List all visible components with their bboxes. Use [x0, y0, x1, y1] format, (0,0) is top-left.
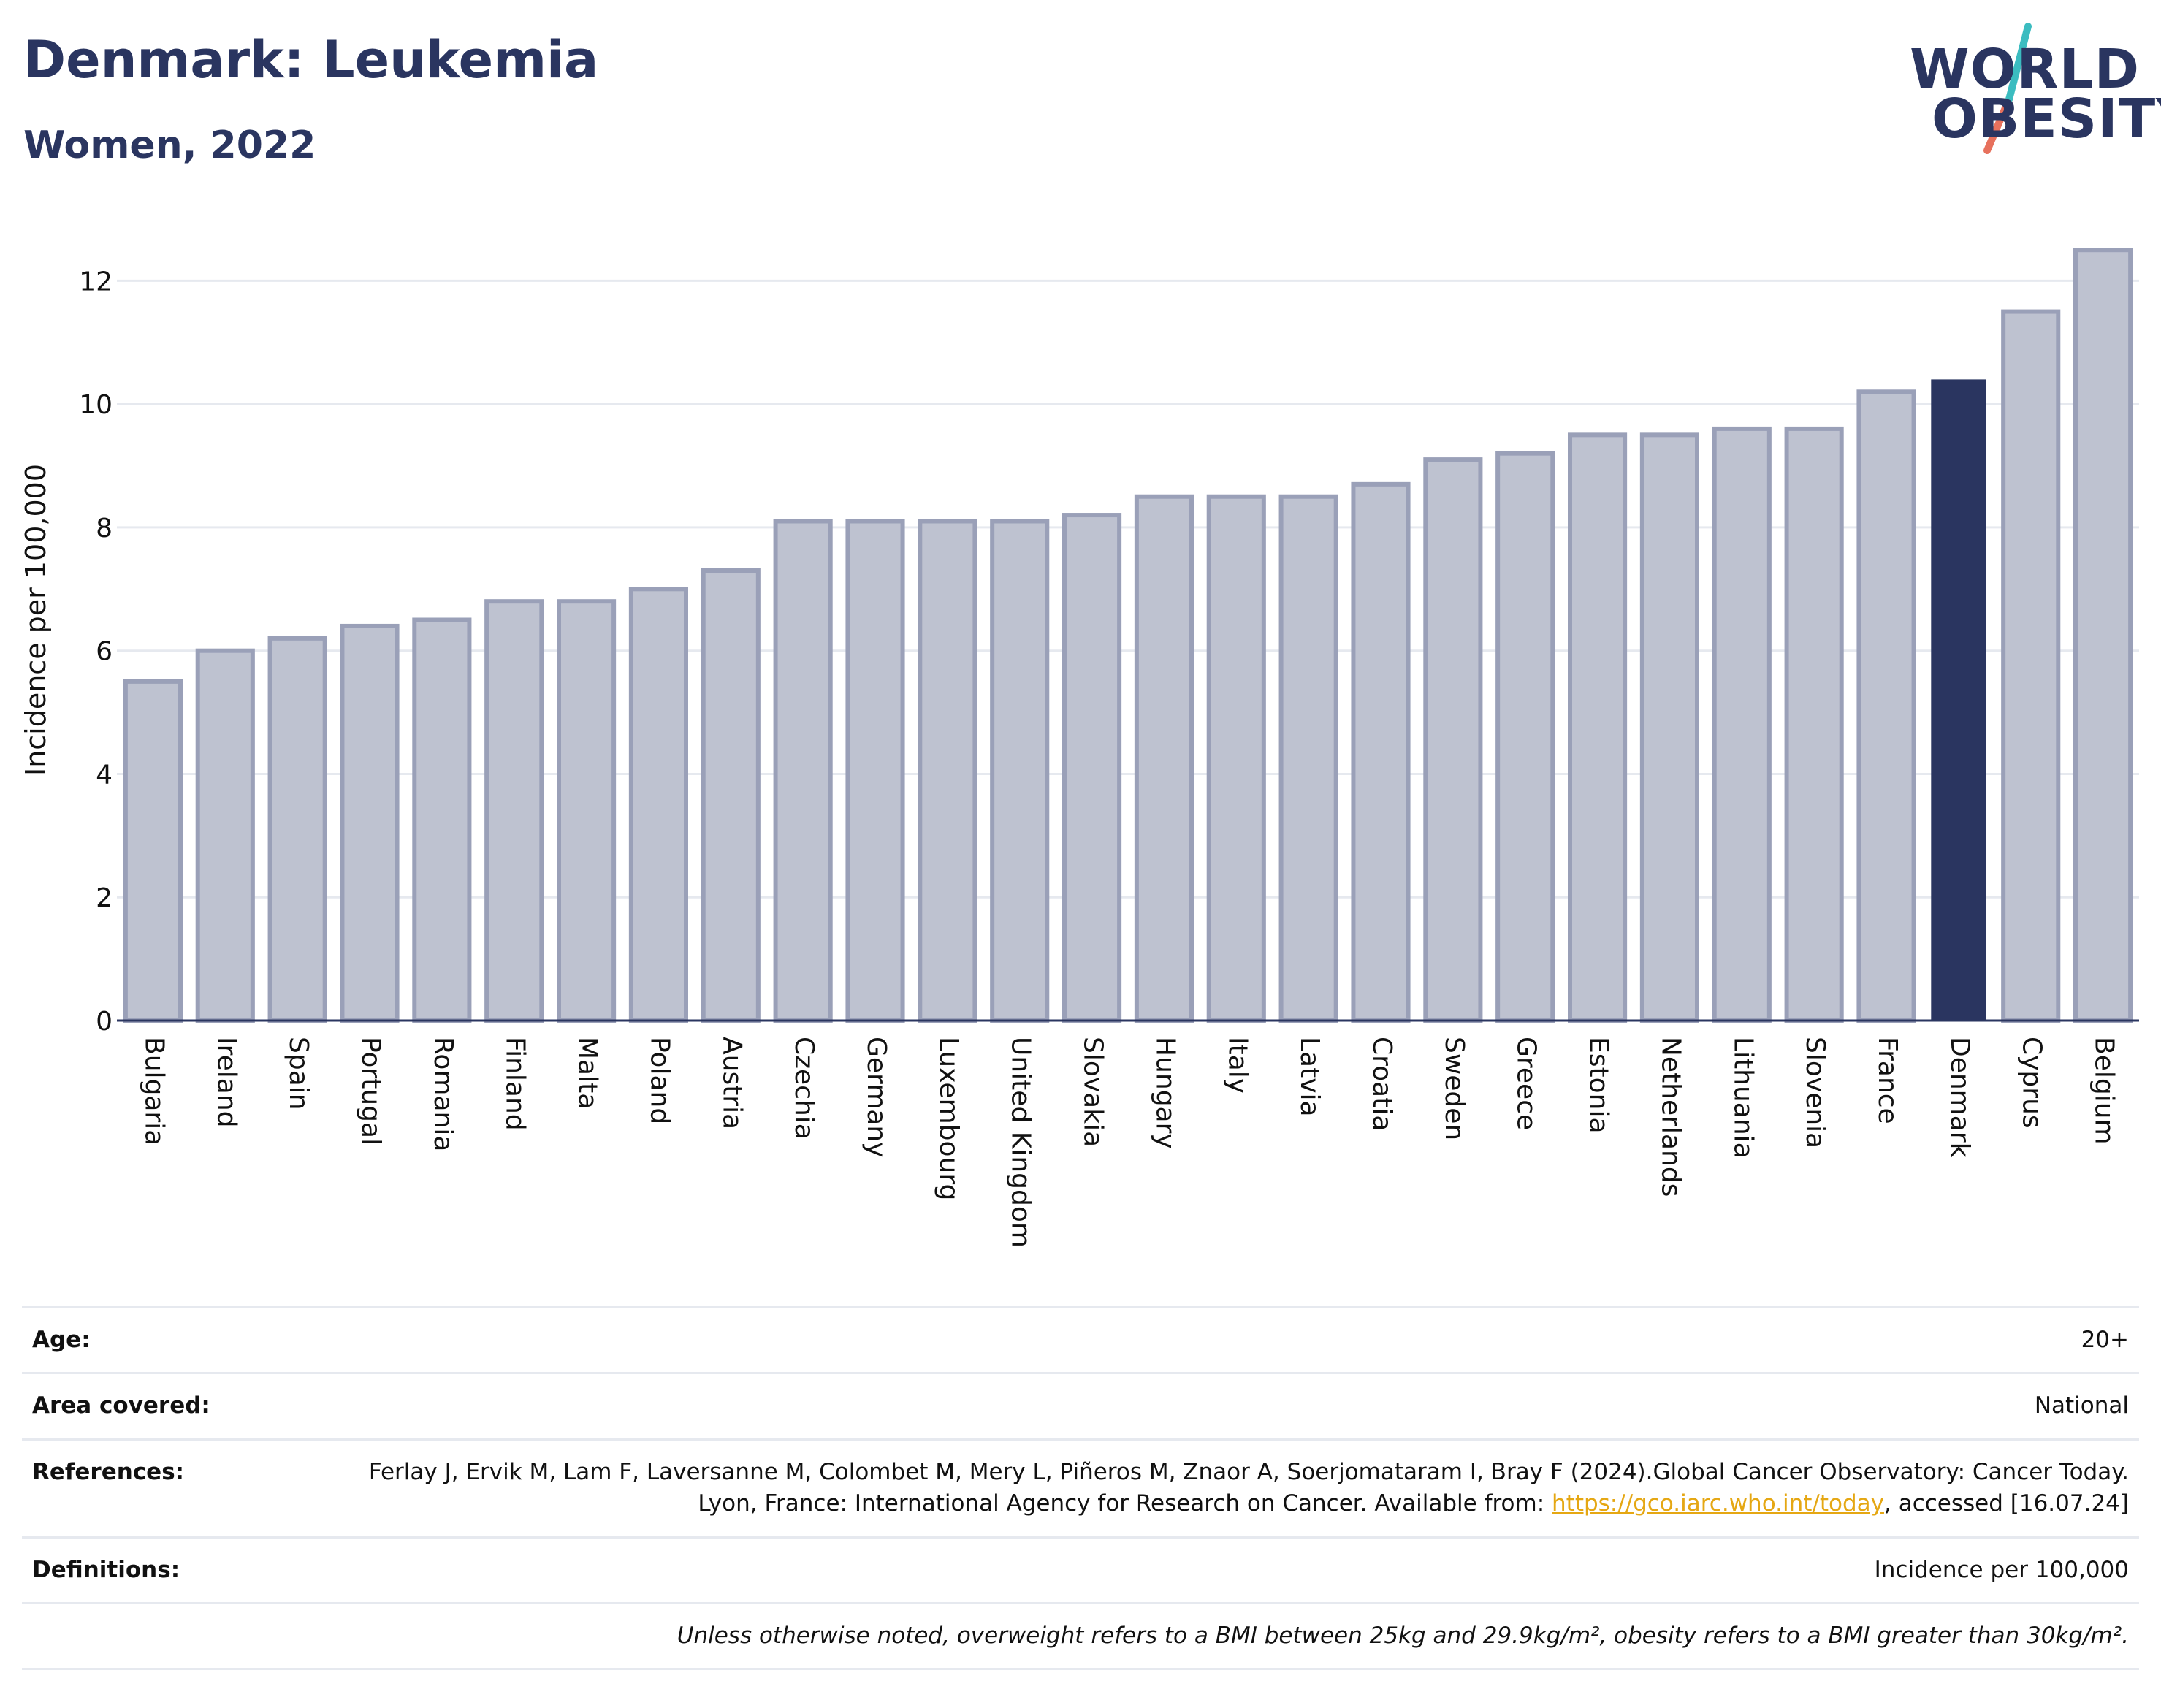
info-row-area: Area covered: National	[22, 1372, 2139, 1440]
bar-belgium	[2073, 248, 2133, 1023]
x-tick-label: United Kingdom	[1006, 1037, 1036, 1248]
y-axis-label: Incidence per 100,000	[20, 464, 52, 776]
x-tick-label: Finland	[500, 1037, 530, 1131]
references-value: Ferlay J, Ervik M, Lam F, Laversanne M, …	[349, 1438, 2139, 1538]
x-tick-label: Romania	[428, 1037, 458, 1151]
x-tick-label: Hungary	[1150, 1037, 1180, 1149]
bar-united-kingdom	[990, 519, 1050, 1023]
bar-france	[1856, 389, 1916, 1023]
x-tick-label: Ireland	[211, 1037, 241, 1128]
references-accessed: , accessed [16.07.24]	[1883, 1490, 2129, 1517]
y-tick-label: 2	[96, 883, 113, 913]
info-row-note: Unless otherwise noted, overweight refer…	[22, 1601, 2139, 1671]
x-tick-labels: Bulgaria Ireland Spain Portugal Romania Finla…	[139, 1037, 2119, 1248]
bar-sweden	[1423, 457, 1483, 1023]
bar-estonia	[1568, 432, 1628, 1023]
x-tick-label: Malta	[573, 1037, 603, 1109]
x-tick-label: Croatia	[1367, 1037, 1397, 1131]
y-tick-label: 0	[96, 1007, 113, 1037]
bar-bulgaria	[123, 679, 183, 1023]
x-tick-label: Portugal	[356, 1037, 386, 1145]
x-tick-label: Greece	[1512, 1037, 1541, 1130]
bar-czechia	[773, 519, 833, 1023]
x-tick-label: Estonia	[1584, 1037, 1614, 1134]
x-tick-label: Slovakia	[1078, 1037, 1108, 1147]
x-tick-label: Austria	[717, 1037, 747, 1129]
logo-text-world: WORLD	[1910, 38, 2141, 101]
area-value: National	[349, 1372, 2139, 1440]
bar-highlight-denmark	[1931, 379, 1986, 1021]
bar-poland	[628, 587, 688, 1023]
x-tick-label: Latvia	[1295, 1037, 1325, 1117]
bar-italy	[1206, 494, 1266, 1023]
logo-text-obesity: OBESITY	[1932, 88, 2161, 150]
x-tick-label: Netherlands	[1655, 1037, 1685, 1197]
y-tick-label: 10	[79, 390, 113, 420]
references-text: Ferlay J, Ervik M, Lam F, Laversanne M, …	[368, 1458, 2129, 1517]
x-tick-label: Belgium	[2089, 1037, 2119, 1145]
x-tick-label: Luxembourg	[934, 1037, 964, 1200]
y-tick-labels: 0 2 4 6 8 10 12	[79, 267, 113, 1037]
bar-slovakia	[1062, 513, 1122, 1023]
x-tick-label: Lithuania	[1728, 1037, 1758, 1159]
bar-finland	[484, 599, 544, 1023]
bar-germany	[845, 519, 905, 1023]
bmi-note: Unless otherwise noted, overweight refer…	[22, 1601, 2139, 1671]
info-row-references: References: Ferlay J, Ervik M, Lam F, La…	[22, 1438, 2139, 1538]
info-row-definitions: Definitions: Incidence per 100,000	[22, 1536, 2139, 1604]
bar-netherlands	[1639, 432, 1699, 1023]
bar-chart: 0 2 4 6 8 10 12 Bulgaria Ireland Spain Portugal Ro…	[20, 248, 2139, 1248]
bar-spain	[267, 636, 327, 1023]
area-label: Area covered:	[22, 1372, 349, 1440]
references-link[interactable]: https://gco.iarc.who.int/today	[1552, 1490, 1884, 1517]
bar-malta	[557, 599, 617, 1023]
x-tick-label: Germany	[861, 1037, 891, 1157]
bar-romania	[412, 617, 472, 1023]
y-tick-label: 12	[79, 267, 113, 297]
x-tick-label: Denmark	[1945, 1037, 1975, 1158]
bar-portugal	[340, 623, 400, 1023]
x-tick-label: Italy	[1222, 1037, 1252, 1094]
bar-hungary	[1134, 494, 1194, 1023]
age-label: Age:	[22, 1305, 349, 1373]
age-value: 20+	[349, 1305, 2139, 1373]
definitions-label: Definitions:	[22, 1536, 349, 1604]
bar-ireland	[195, 648, 255, 1023]
world-obesity-logo: WORLD OBESITY	[1899, 20, 2161, 159]
x-tick-label: Slovenia	[1800, 1037, 1830, 1148]
x-tick-label: Spain	[283, 1037, 313, 1110]
y-tick-label: 8	[96, 514, 113, 544]
bar-latvia	[1278, 494, 1338, 1023]
info-table: Age: 20+ Area covered: National Referenc…	[22, 1305, 2139, 1671]
bar-croatia	[1351, 481, 1411, 1023]
page-title: Denmark: Leukemia	[23, 30, 599, 90]
bar-cyprus	[2001, 309, 2061, 1023]
y-tick-label: 6	[96, 637, 113, 667]
x-tick-label: Czechia	[789, 1037, 819, 1140]
definitions-value: Incidence per 100,000	[349, 1536, 2139, 1604]
page-subtitle: Women, 2022	[23, 123, 316, 167]
bar-austria	[701, 568, 761, 1023]
x-tick-label: Bulgaria	[139, 1037, 169, 1145]
x-tick-label: Poland	[644, 1037, 674, 1124]
bars	[123, 248, 2133, 1023]
bar-luxembourg	[918, 519, 977, 1023]
y-tick-label: 4	[96, 760, 113, 790]
logo-slash-icon	[1983, 23, 2032, 154]
bar-greece	[1495, 451, 1555, 1023]
bar-lithuania	[1712, 426, 1772, 1023]
bar-slovenia	[1784, 426, 1844, 1023]
x-tick-label: Cyprus	[2017, 1037, 2047, 1129]
x-tick-label: Sweden	[1439, 1037, 1469, 1140]
references-label: References:	[22, 1438, 349, 1538]
x-tick-label: France	[1872, 1037, 1902, 1124]
info-row-age: Age: 20+	[22, 1305, 2139, 1373]
